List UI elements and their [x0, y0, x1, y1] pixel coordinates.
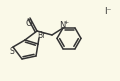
Text: +: +: [63, 20, 69, 26]
Text: S: S: [10, 46, 14, 55]
Text: Br: Br: [37, 31, 45, 40]
Text: O: O: [26, 18, 32, 28]
Text: N: N: [59, 21, 65, 31]
Text: I⁻: I⁻: [104, 6, 112, 15]
